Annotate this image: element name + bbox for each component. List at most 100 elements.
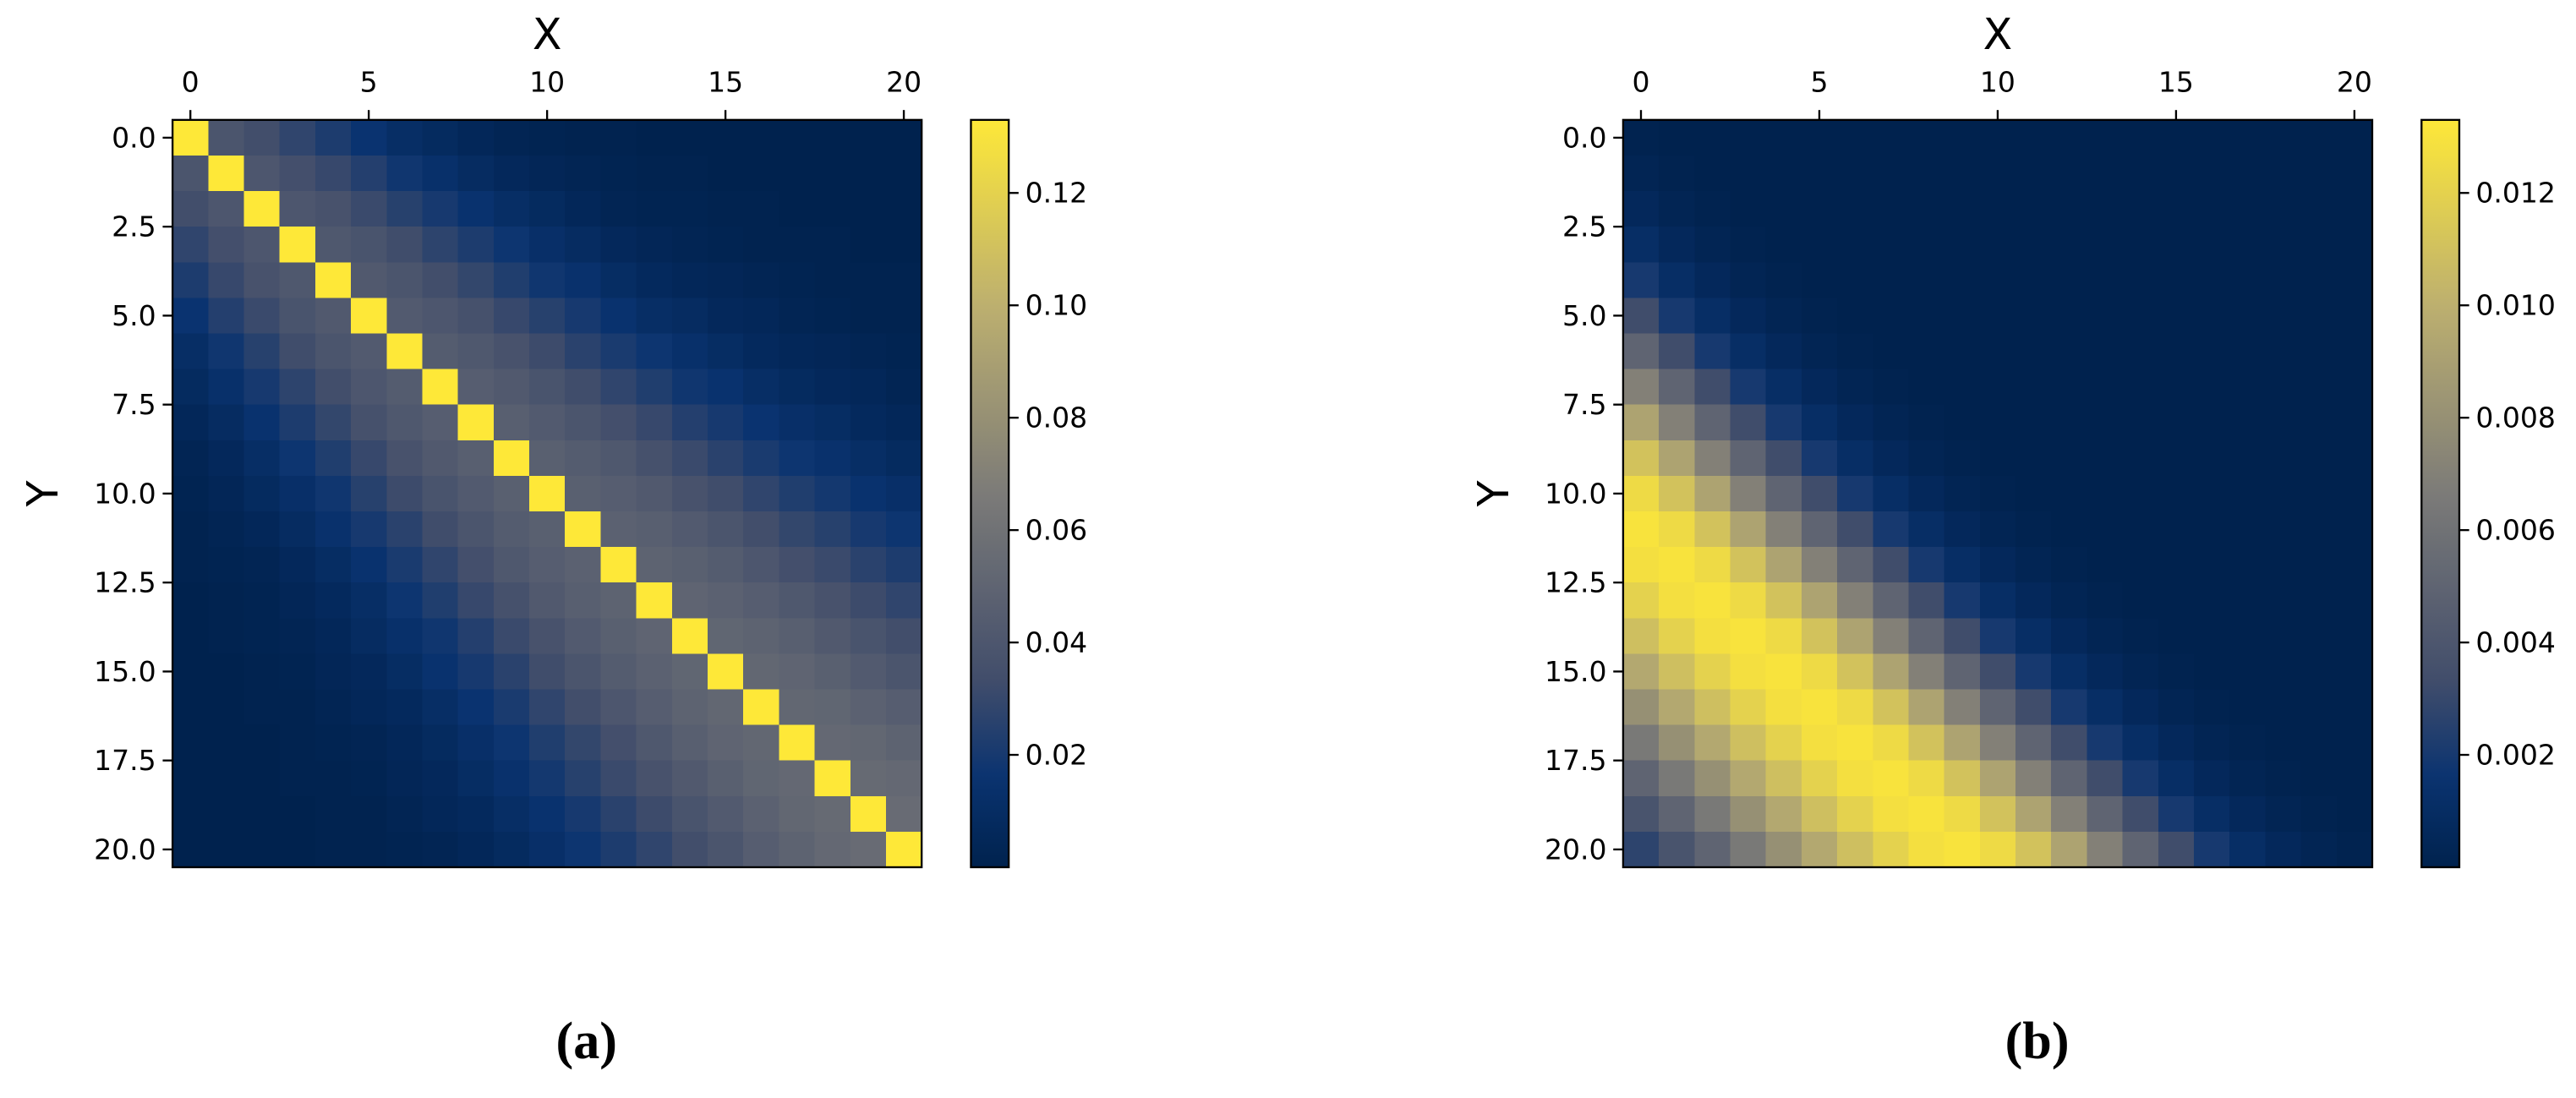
heatmap-cell bbox=[1622, 404, 1660, 441]
heatmap-cell bbox=[743, 155, 780, 192]
heatmap-cell bbox=[708, 760, 744, 797]
heatmap-cell bbox=[2300, 582, 2338, 620]
heatmap-cell bbox=[779, 298, 816, 335]
heatmap-cell bbox=[1979, 724, 2016, 762]
heatmap-cell bbox=[208, 369, 245, 406]
heatmap-cell bbox=[386, 547, 424, 583]
heatmap-cell bbox=[172, 475, 210, 512]
heatmap-cell bbox=[708, 298, 744, 335]
heatmap-cell bbox=[1873, 511, 1910, 548]
heatmap-cell bbox=[1979, 155, 2016, 192]
heatmap-cell bbox=[1765, 582, 1802, 620]
heatmap-cell bbox=[1765, 119, 1802, 156]
heatmap-cell bbox=[172, 689, 210, 726]
heatmap-cell bbox=[1908, 119, 1945, 156]
heatmap-cell bbox=[2229, 440, 2267, 477]
heatmap-cell bbox=[172, 618, 210, 655]
heatmap-cell bbox=[565, 155, 602, 192]
heatmap-cell bbox=[1730, 298, 1767, 335]
heatmap-cell bbox=[243, 333, 281, 370]
heatmap-cell bbox=[1944, 511, 1981, 548]
heatmap-cell bbox=[1873, 689, 1910, 726]
heatmap-cell bbox=[565, 760, 602, 797]
heatmap-cell bbox=[779, 724, 816, 762]
heatmap-cell bbox=[636, 689, 673, 726]
heatmap-cell bbox=[779, 582, 816, 620]
heatmap-cell bbox=[1837, 582, 1874, 620]
heatmap-cell bbox=[243, 227, 281, 264]
heatmap-cell bbox=[1730, 369, 1767, 406]
heatmap-cell bbox=[1801, 440, 1838, 477]
heatmap-cell bbox=[1622, 119, 1660, 156]
heatmap-cell bbox=[1659, 119, 1696, 156]
heatmap-cell bbox=[850, 191, 887, 227]
heatmap-cell bbox=[1730, 227, 1767, 264]
heatmap-cell bbox=[850, 760, 887, 797]
heatmap-cell bbox=[2194, 119, 2230, 156]
heatmap-cell bbox=[779, 369, 816, 406]
heatmap-cell bbox=[1873, 547, 1910, 583]
heatmap-cell bbox=[386, 119, 424, 156]
heatmap-cell bbox=[529, 760, 566, 797]
heatmap-cell bbox=[671, 119, 708, 156]
heatmap-cell bbox=[2015, 333, 2053, 370]
heatmap-cell bbox=[2122, 333, 2159, 370]
heatmap-cell bbox=[386, 511, 424, 548]
heatmap-cell bbox=[1694, 262, 1731, 299]
heatmap-cell bbox=[814, 298, 851, 335]
heatmap-cell bbox=[2122, 191, 2159, 227]
heatmap-cell bbox=[1944, 795, 1981, 833]
heatmap-cell bbox=[493, 440, 530, 477]
heatmap-cell bbox=[2300, 475, 2338, 512]
heatmap-cell bbox=[600, 618, 637, 655]
heatmap-cell bbox=[457, 795, 495, 833]
heatmap-cell bbox=[1979, 511, 2016, 548]
heatmap-cell bbox=[850, 618, 887, 655]
heatmap-cell bbox=[2051, 404, 2088, 441]
heatmap-cell bbox=[529, 653, 566, 691]
heatmap-cell bbox=[2229, 724, 2267, 762]
heatmap-cell bbox=[2265, 262, 2302, 299]
heatmap-cell bbox=[1730, 724, 1767, 762]
heatmap-cell bbox=[279, 475, 316, 512]
heatmap-cell bbox=[529, 191, 566, 227]
heatmap-cell bbox=[279, 689, 316, 726]
heatmap-cell bbox=[457, 155, 495, 192]
heatmap-cell bbox=[279, 369, 316, 406]
heatmap-cell bbox=[1801, 831, 1838, 868]
heatmap-cell bbox=[493, 475, 530, 512]
heatmap-cell bbox=[708, 689, 744, 726]
heatmap-cell bbox=[1944, 547, 1981, 583]
heatmap-cell bbox=[314, 404, 352, 441]
heatmap-cell bbox=[1801, 155, 1838, 192]
heatmap-cell bbox=[2051, 511, 2088, 548]
heatmap-cell bbox=[708, 404, 744, 441]
heatmap-cell bbox=[2158, 582, 2195, 620]
colorbar-tick-label: 0.04 bbox=[1025, 626, 1088, 659]
heatmap-cell bbox=[2300, 333, 2338, 370]
heatmap-cell bbox=[457, 831, 495, 868]
heatmap-cell bbox=[422, 333, 459, 370]
heatmap-cell bbox=[1944, 119, 1981, 156]
heatmap-cell bbox=[1730, 582, 1767, 620]
heatmap-cell bbox=[1765, 475, 1802, 512]
heatmap-cell bbox=[779, 262, 816, 299]
heatmap-cell bbox=[1873, 831, 1910, 868]
heatmap-cell bbox=[493, 724, 530, 762]
heatmap-cell bbox=[600, 333, 637, 370]
heatmap-cell bbox=[1801, 298, 1838, 335]
heatmap-cell bbox=[600, 369, 637, 406]
heatmap-cell bbox=[850, 298, 887, 335]
heatmap-cell bbox=[208, 262, 245, 299]
heatmap-cell bbox=[600, 547, 637, 583]
heatmap-cell bbox=[493, 262, 530, 299]
heatmap-cell bbox=[351, 227, 388, 264]
heatmap-cell bbox=[314, 191, 352, 227]
heatmap-cell bbox=[208, 831, 245, 868]
heatmap-cell bbox=[351, 760, 388, 797]
heatmap-cell bbox=[1908, 298, 1945, 335]
heatmap-cell bbox=[2158, 795, 2195, 833]
heatmap-cell bbox=[743, 795, 780, 833]
heatmap-cell bbox=[565, 511, 602, 548]
heatmap-cell bbox=[600, 689, 637, 726]
